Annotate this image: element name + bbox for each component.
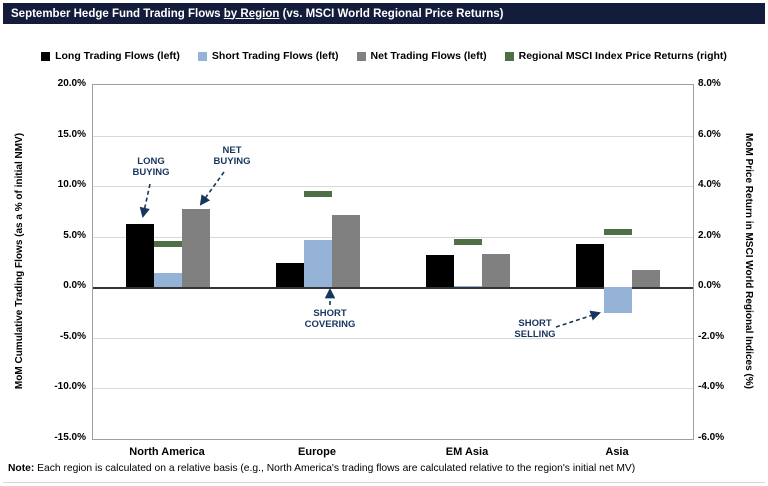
chart-title-suffix: (vs. MSCI World Regional Price Returns): [279, 7, 504, 20]
y-axis-left-tick: 0.0%: [63, 280, 86, 292]
chart-title-bar: September Hedge Fund Trading Flows by Re…: [3, 3, 765, 24]
y-axis-right-tick: 4.0%: [698, 179, 721, 191]
legend-item-net-trading-flows-left: Net Trading Flows (left): [356, 50, 487, 62]
bar-long-trading-flows-left-asia: [576, 243, 604, 288]
legend-label: Long Trading Flows (left): [55, 50, 180, 62]
left-axis-title: MoM Cumulative Trading Flows (as a % of …: [14, 132, 25, 390]
legend-item-short-trading-flows-left: Short Trading Flows (left): [197, 50, 339, 62]
annotation-short-covering: SHORT COVERING: [304, 308, 356, 331]
bar-net-trading-flows-left-europe: [332, 215, 360, 288]
bar-long-trading-flows-left-north-america: [126, 223, 154, 288]
legend-item-long-trading-flows-left: Long Trading Flows (left): [41, 50, 180, 62]
chart-title: September Hedge Fund Trading Flows by Re…: [11, 8, 503, 20]
y-axis-left-tick: 20.0%: [57, 78, 86, 89]
legend-label: Regional MSCI Index Price Returns (right…: [518, 50, 727, 62]
plot-area: [92, 84, 694, 440]
y-axis-left-tick: 10.0%: [57, 179, 86, 191]
gridline: [93, 236, 693, 238]
legend-item-regional-msci-index-price-returns-right: Regional MSCI Index Price Returns (right…: [504, 50, 727, 62]
y-axis-left-tick: -10.0%: [54, 381, 86, 393]
msci-return-marker-north-america: [154, 241, 182, 248]
bar-long-trading-flows-left-em-asia: [426, 254, 454, 288]
footnote-text: Each region is calculated on a relative …: [34, 463, 636, 474]
legend-swatch-regional-msci-index-price-returns-right: [504, 51, 514, 61]
footnote: Note: Each region is calculated on a rel…: [8, 463, 760, 474]
gridline: [93, 388, 693, 390]
annotation-long-buying: LONG BUYING: [132, 156, 170, 179]
bar-net-trading-flows-left-north-america: [182, 209, 210, 288]
legend-swatch-long-trading-flows-left: [41, 51, 51, 61]
chart-legend: Long Trading Flows (left) Short Trading F…: [0, 50, 768, 62]
msci-return-marker-europe: [304, 190, 332, 197]
bar-long-trading-flows-left-europe: [276, 263, 304, 288]
y-axis-right-tick: -2.0%: [698, 330, 725, 342]
footnote-label: Note:: [8, 463, 35, 474]
y-axis-left-tick: -5.0%: [59, 330, 86, 342]
x-category-label-asia: Asia: [605, 446, 629, 458]
y-axis-left-tick: -15.0%: [54, 432, 86, 443]
y-axis-right-tick: 6.0%: [698, 128, 721, 140]
legend-swatch-short-trading-flows-left: [197, 51, 207, 61]
y-axis-left-tick: 5.0%: [63, 229, 86, 241]
legend-label: Short Trading Flows (left): [211, 50, 339, 62]
gridline: [93, 135, 693, 137]
bar-short-trading-flows-left-em-asia: [454, 286, 482, 288]
msci-return-marker-em-asia: [454, 238, 482, 245]
legend-swatch-net-trading-flows-left: [356, 51, 366, 61]
bar-short-trading-flows-left-north-america: [154, 273, 182, 288]
bar-short-trading-flows-left-asia: [604, 287, 632, 313]
y-axis-right-tick: -6.0%: [698, 432, 725, 443]
annotation-short-selling: SHORT SELLING: [514, 318, 556, 341]
y-axis-left-tick: 15.0%: [57, 128, 86, 140]
msci-return-marker-asia: [604, 228, 632, 235]
bar-net-trading-flows-left-asia: [632, 270, 660, 288]
zero-line: [93, 287, 693, 289]
bar-short-trading-flows-left-europe: [304, 239, 332, 288]
y-axis-right-tick: 0.0%: [698, 280, 721, 292]
x-category-label-europe: Europe: [298, 446, 336, 458]
chart-title-underlined: by Region: [223, 7, 280, 20]
x-category-label-north-america: North America: [129, 446, 205, 458]
y-axis-right-tick: 2.0%: [698, 229, 721, 241]
right-axis-title: MoM Price Return in MSCI World Regional …: [743, 133, 754, 389]
annotation-net-buying: NET BUYING: [213, 145, 251, 168]
bottom-rule: [3, 482, 765, 483]
bar-net-trading-flows-left-em-asia: [482, 253, 510, 288]
gridline: [93, 337, 693, 339]
gridline: [93, 186, 693, 188]
legend-label: Net Trading Flows (left): [370, 50, 487, 62]
chart-title-prefix: September Hedge Fund Trading Flows: [11, 7, 224, 20]
x-category-label-em-asia: EM Asia: [445, 446, 489, 458]
y-axis-right-tick: 8.0%: [698, 78, 721, 89]
y-axis-right-tick: -4.0%: [698, 381, 725, 393]
